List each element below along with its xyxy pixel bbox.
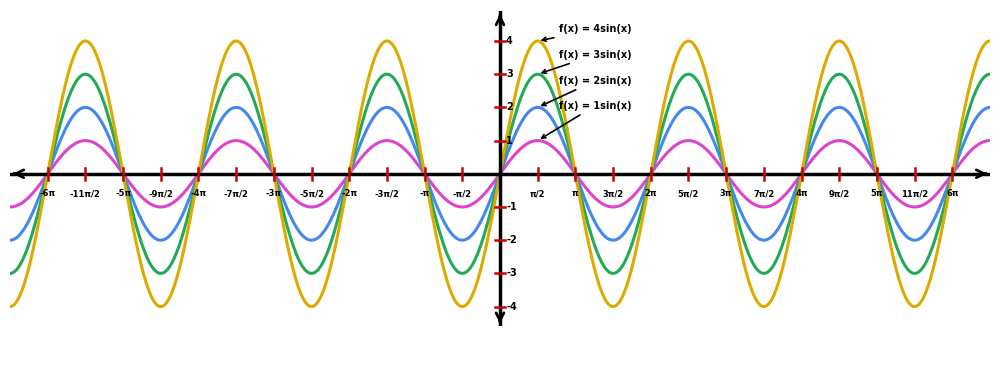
Text: -2: -2 [506, 235, 517, 245]
Text: -4π: -4π [190, 189, 207, 198]
Text: 1: 1 [506, 135, 513, 145]
Text: -5π: -5π [115, 189, 131, 198]
Text: 9π/2: 9π/2 [829, 189, 850, 198]
Text: -6π: -6π [40, 189, 56, 198]
Text: f(x) = 3sin(x): f(x) = 3sin(x) [542, 50, 631, 73]
Text: 6π: 6π [946, 189, 959, 198]
Text: -3π: -3π [266, 189, 282, 198]
Text: π: π [572, 189, 579, 198]
Text: -3: -3 [506, 268, 517, 278]
Text: 11π/2: 11π/2 [901, 189, 928, 198]
Text: 5π: 5π [871, 189, 883, 198]
Text: 2: 2 [506, 102, 513, 112]
Text: 7π/2: 7π/2 [753, 189, 774, 198]
Text: -2π: -2π [341, 189, 357, 198]
Text: f(x) = 2sin(x): f(x) = 2sin(x) [542, 76, 631, 106]
Text: -3π/2: -3π/2 [374, 189, 399, 198]
Text: 3π: 3π [720, 189, 732, 198]
Text: 4: 4 [506, 36, 513, 46]
Text: 4π: 4π [795, 189, 808, 198]
Text: π/2: π/2 [530, 189, 545, 198]
Text: -11π/2: -11π/2 [70, 189, 101, 198]
Text: -π: -π [419, 189, 430, 198]
Text: -5π/2: -5π/2 [299, 189, 324, 198]
Text: 3π/2: 3π/2 [602, 189, 624, 198]
Text: 2π: 2π [645, 189, 657, 198]
Text: -9π/2: -9π/2 [148, 189, 173, 198]
Text: -1: -1 [506, 202, 517, 212]
Text: f(x) = 4sin(x): f(x) = 4sin(x) [542, 24, 631, 41]
Text: f(x) = 1sin(x): f(x) = 1sin(x) [542, 101, 631, 138]
Text: -7π/2: -7π/2 [224, 189, 249, 198]
Text: 5π/2: 5π/2 [678, 189, 699, 198]
Text: -4: -4 [506, 302, 517, 312]
Text: -π/2: -π/2 [453, 189, 472, 198]
Text: 3: 3 [506, 69, 513, 79]
